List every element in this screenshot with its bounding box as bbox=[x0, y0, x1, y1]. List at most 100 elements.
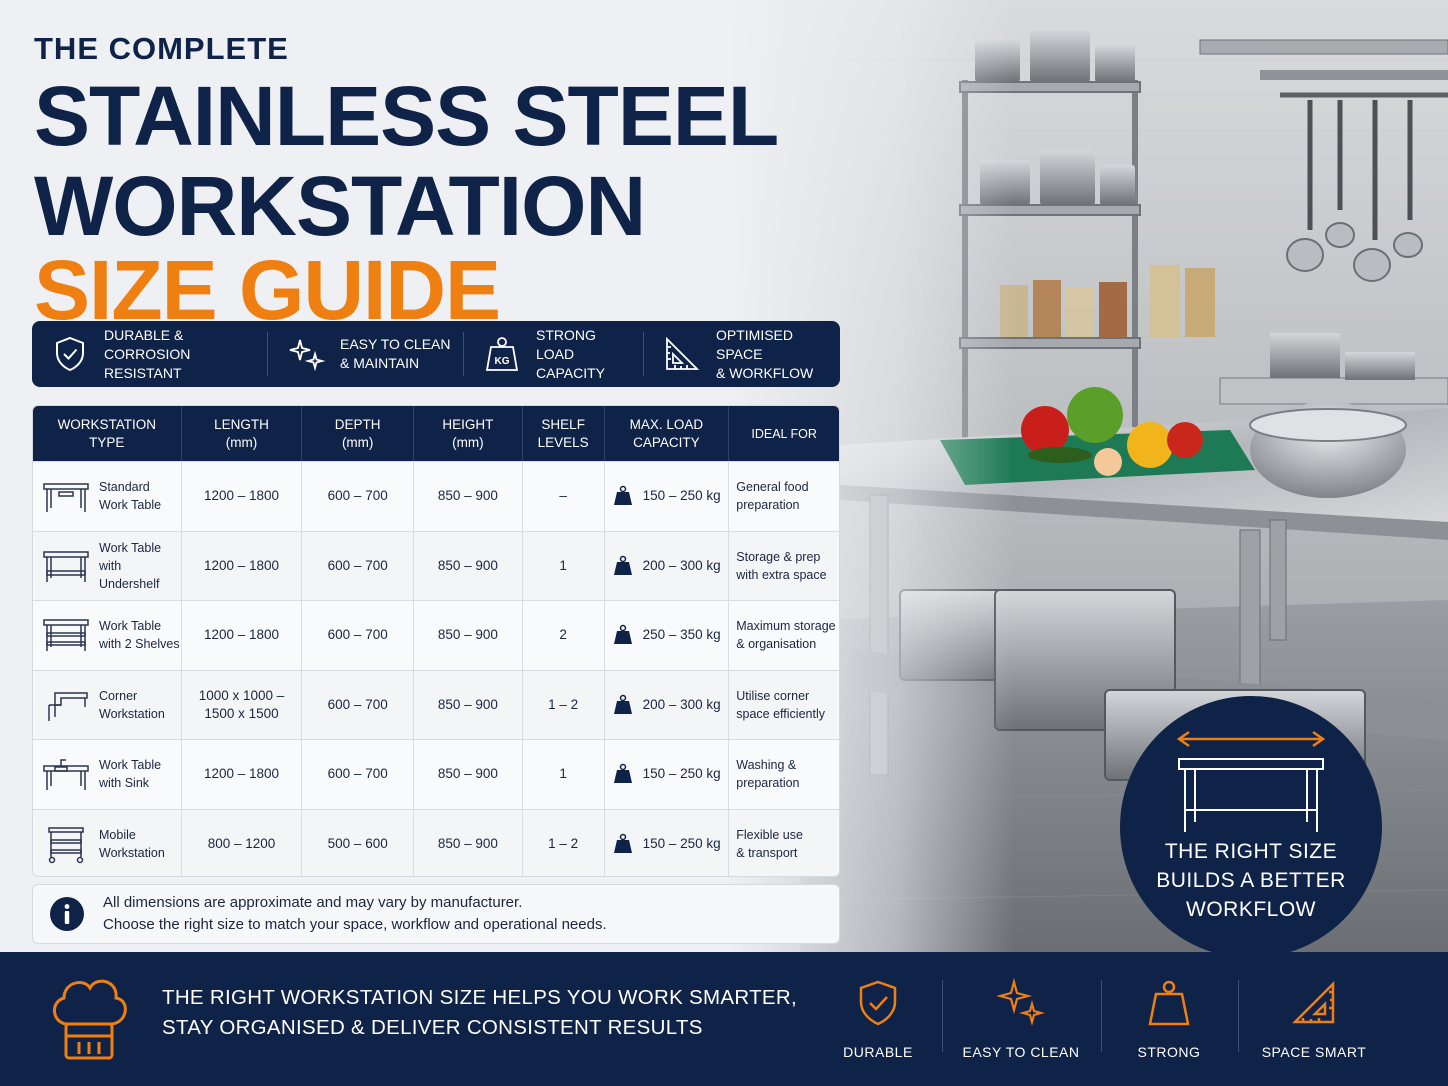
weight-icon bbox=[613, 486, 632, 506]
set-square-icon bbox=[1291, 980, 1335, 1024]
length-cell: 800 – 1200 bbox=[182, 809, 303, 876]
footer-text: THE RIGHT WORKSTATION SIZE HELPS YOU WOR… bbox=[162, 986, 798, 1039]
feature-label: EASY TO CLEAN & MAINTAIN bbox=[340, 336, 451, 371]
ideal-cell: General food preparation bbox=[736, 480, 809, 513]
footer-feature-label: STRONG bbox=[1137, 1044, 1201, 1060]
load-cell: 150 – 250 kg bbox=[642, 488, 721, 504]
table-header: WORKSTATION TYPE LENGTH (mm) DEPTH (mm) … bbox=[33, 406, 839, 461]
load-cell: 150 – 250 kg bbox=[642, 835, 721, 851]
load-cell: 150 – 250 kg bbox=[642, 766, 721, 782]
ideal-cell: Flexible use & transport bbox=[736, 827, 803, 860]
table-row: Standard Work Table 1200 – 1800 600 – 70… bbox=[33, 461, 839, 531]
undershelf-table-icon bbox=[43, 551, 89, 582]
standard-table-icon bbox=[43, 483, 89, 513]
ideal-cell: Utilise corner space efficiently bbox=[736, 688, 825, 721]
footer-feature-strong: STRONG bbox=[1101, 978, 1237, 1068]
header-height: HEIGHT (mm) bbox=[414, 406, 523, 461]
height-cell: 850 – 900 bbox=[414, 809, 523, 876]
shelf-cell: 1 bbox=[523, 740, 605, 809]
shelf-cell: – bbox=[523, 462, 605, 531]
ideal-cell: Maximum storage & organisation bbox=[736, 619, 836, 652]
footer-divider bbox=[1101, 980, 1102, 1052]
feature-durable: DURABLE & CORROSION RESISTANT bbox=[32, 327, 268, 381]
height-cell: 850 – 900 bbox=[414, 670, 523, 739]
type-label: Work Table with Sink bbox=[99, 758, 162, 791]
note-text: All dimensions are approximate and may v… bbox=[103, 894, 607, 933]
title-block: THE COMPLETE STAINLESS STEEL WORKSTATION… bbox=[34, 31, 834, 333]
weight-icon bbox=[613, 694, 632, 714]
feature-strong-load: KG STRONG LOAD CAPACITY bbox=[464, 327, 644, 381]
length-cell: 1200 – 1800 bbox=[182, 601, 303, 670]
feature-bar: DURABLE & CORROSION RESISTANT EASY TO CL… bbox=[32, 321, 840, 387]
ideal-cell: Storage & prep with extra space bbox=[736, 549, 827, 582]
sink-table-icon bbox=[43, 759, 89, 791]
footer-feature-durable: DURABLE bbox=[810, 978, 946, 1068]
type-label: Standard Work Table bbox=[99, 480, 162, 513]
header-depth: DEPTH (mm) bbox=[302, 406, 415, 461]
type-label: Mobile Workstation bbox=[99, 827, 165, 860]
sparkle-icon bbox=[289, 339, 326, 372]
kg-label: KG bbox=[495, 356, 510, 367]
footer-feature-label: SPACE SMART bbox=[1261, 1044, 1367, 1060]
table-row: Corner Workstation 1000 x 1000 – 1500 x … bbox=[33, 669, 839, 739]
depth-cell: 600 – 700 bbox=[302, 601, 415, 670]
shelf-cell: 1 bbox=[523, 531, 605, 600]
two-shelf-table-icon bbox=[43, 619, 89, 652]
header-length: LENGTH (mm) bbox=[182, 406, 303, 461]
right-size-badge: THE RIGHT SIZE BUILDS A BETTER WORKFLOW bbox=[1120, 696, 1382, 958]
feature-label: OPTIMISED SPACE & WORKFLOW bbox=[716, 326, 814, 381]
height-cell: 850 – 900 bbox=[414, 601, 523, 670]
footer-feature-label: EASY TO CLEAN bbox=[962, 1044, 1080, 1060]
sparkle-icon bbox=[996, 978, 1046, 1027]
height-cell: 850 – 900 bbox=[414, 462, 523, 531]
header-ideal-for: IDEAL FOR bbox=[751, 426, 817, 441]
footer-divider bbox=[1238, 980, 1239, 1052]
title-pre: THE COMPLETE bbox=[34, 31, 289, 66]
depth-cell: 600 – 700 bbox=[302, 670, 415, 739]
table-row: Work Table with 2 Shelves 1200 – 1800 60… bbox=[33, 600, 839, 670]
type-label: Corner Workstation bbox=[99, 688, 165, 721]
footer-banner: THE RIGHT WORKSTATION SIZE HELPS YOU WOR… bbox=[0, 952, 1448, 1086]
length-cell: 1200 – 1800 bbox=[182, 462, 303, 531]
height-cell: 850 – 900 bbox=[414, 531, 523, 600]
header-shelf-levels: SHELF LEVELS bbox=[523, 406, 605, 461]
weight-icon bbox=[613, 625, 632, 645]
table-width-icon bbox=[1176, 730, 1326, 832]
feature-easy-clean: EASY TO CLEAN & MAINTAIN bbox=[268, 332, 464, 376]
shelf-cell: 2 bbox=[523, 601, 605, 670]
length-cell: 1200 – 1800 bbox=[182, 740, 303, 809]
table-row: Work Table with Undershelf 1200 – 1800 6… bbox=[33, 530, 839, 600]
load-cell: 250 – 350 kg bbox=[642, 627, 721, 643]
table-row: Mobile Workstation 800 – 1200 500 – 600 … bbox=[33, 808, 839, 876]
feature-optimised-space: OPTIMISED SPACE & WORKFLOW bbox=[644, 327, 840, 381]
feature-label: STRONG LOAD CAPACITY bbox=[536, 326, 605, 381]
depth-cell: 600 – 700 bbox=[302, 462, 415, 531]
depth-cell: 600 – 700 bbox=[302, 531, 415, 600]
set-square-icon bbox=[666, 336, 700, 370]
feature-label: DURABLE & CORROSION RESISTANT bbox=[104, 326, 191, 381]
weight-icon bbox=[613, 555, 632, 575]
header-type: WORKSTATION TYPE bbox=[33, 406, 182, 461]
header-max-load: MAX. LOAD CAPACITY bbox=[605, 406, 730, 461]
length-cell: 1000 x 1000 – 1500 x 1500 bbox=[182, 670, 303, 739]
load-cell: 200 – 300 kg bbox=[642, 557, 721, 573]
shield-check-icon bbox=[859, 980, 897, 1026]
badge-text: THE RIGHT SIZE BUILDS A BETTER WORKFLOW bbox=[1156, 840, 1346, 921]
shelf-cell: 1 – 2 bbox=[523, 670, 605, 739]
shield-check-icon bbox=[56, 336, 84, 372]
footer-feature-label: DURABLE bbox=[843, 1044, 913, 1060]
type-label: Work Table with Undershelf bbox=[99, 540, 162, 591]
chef-hat-icon bbox=[53, 979, 127, 1060]
length-cell: 1200 – 1800 bbox=[182, 531, 303, 600]
footer-divider bbox=[942, 980, 943, 1052]
info-icon bbox=[50, 897, 84, 931]
size-table: WORKSTATION TYPE LENGTH (mm) DEPTH (mm) … bbox=[32, 405, 840, 877]
weight-icon bbox=[613, 764, 632, 784]
load-cell: 200 – 300 kg bbox=[642, 696, 721, 712]
shelf-cell: 1 – 2 bbox=[523, 809, 605, 876]
ideal-cell: Washing & preparation bbox=[736, 758, 800, 791]
mobile-workstation-icon bbox=[48, 827, 84, 863]
weight-icon bbox=[613, 833, 632, 853]
weight-icon bbox=[1148, 980, 1190, 1026]
footer-feature-space-smart: SPACE SMART bbox=[1246, 978, 1382, 1068]
